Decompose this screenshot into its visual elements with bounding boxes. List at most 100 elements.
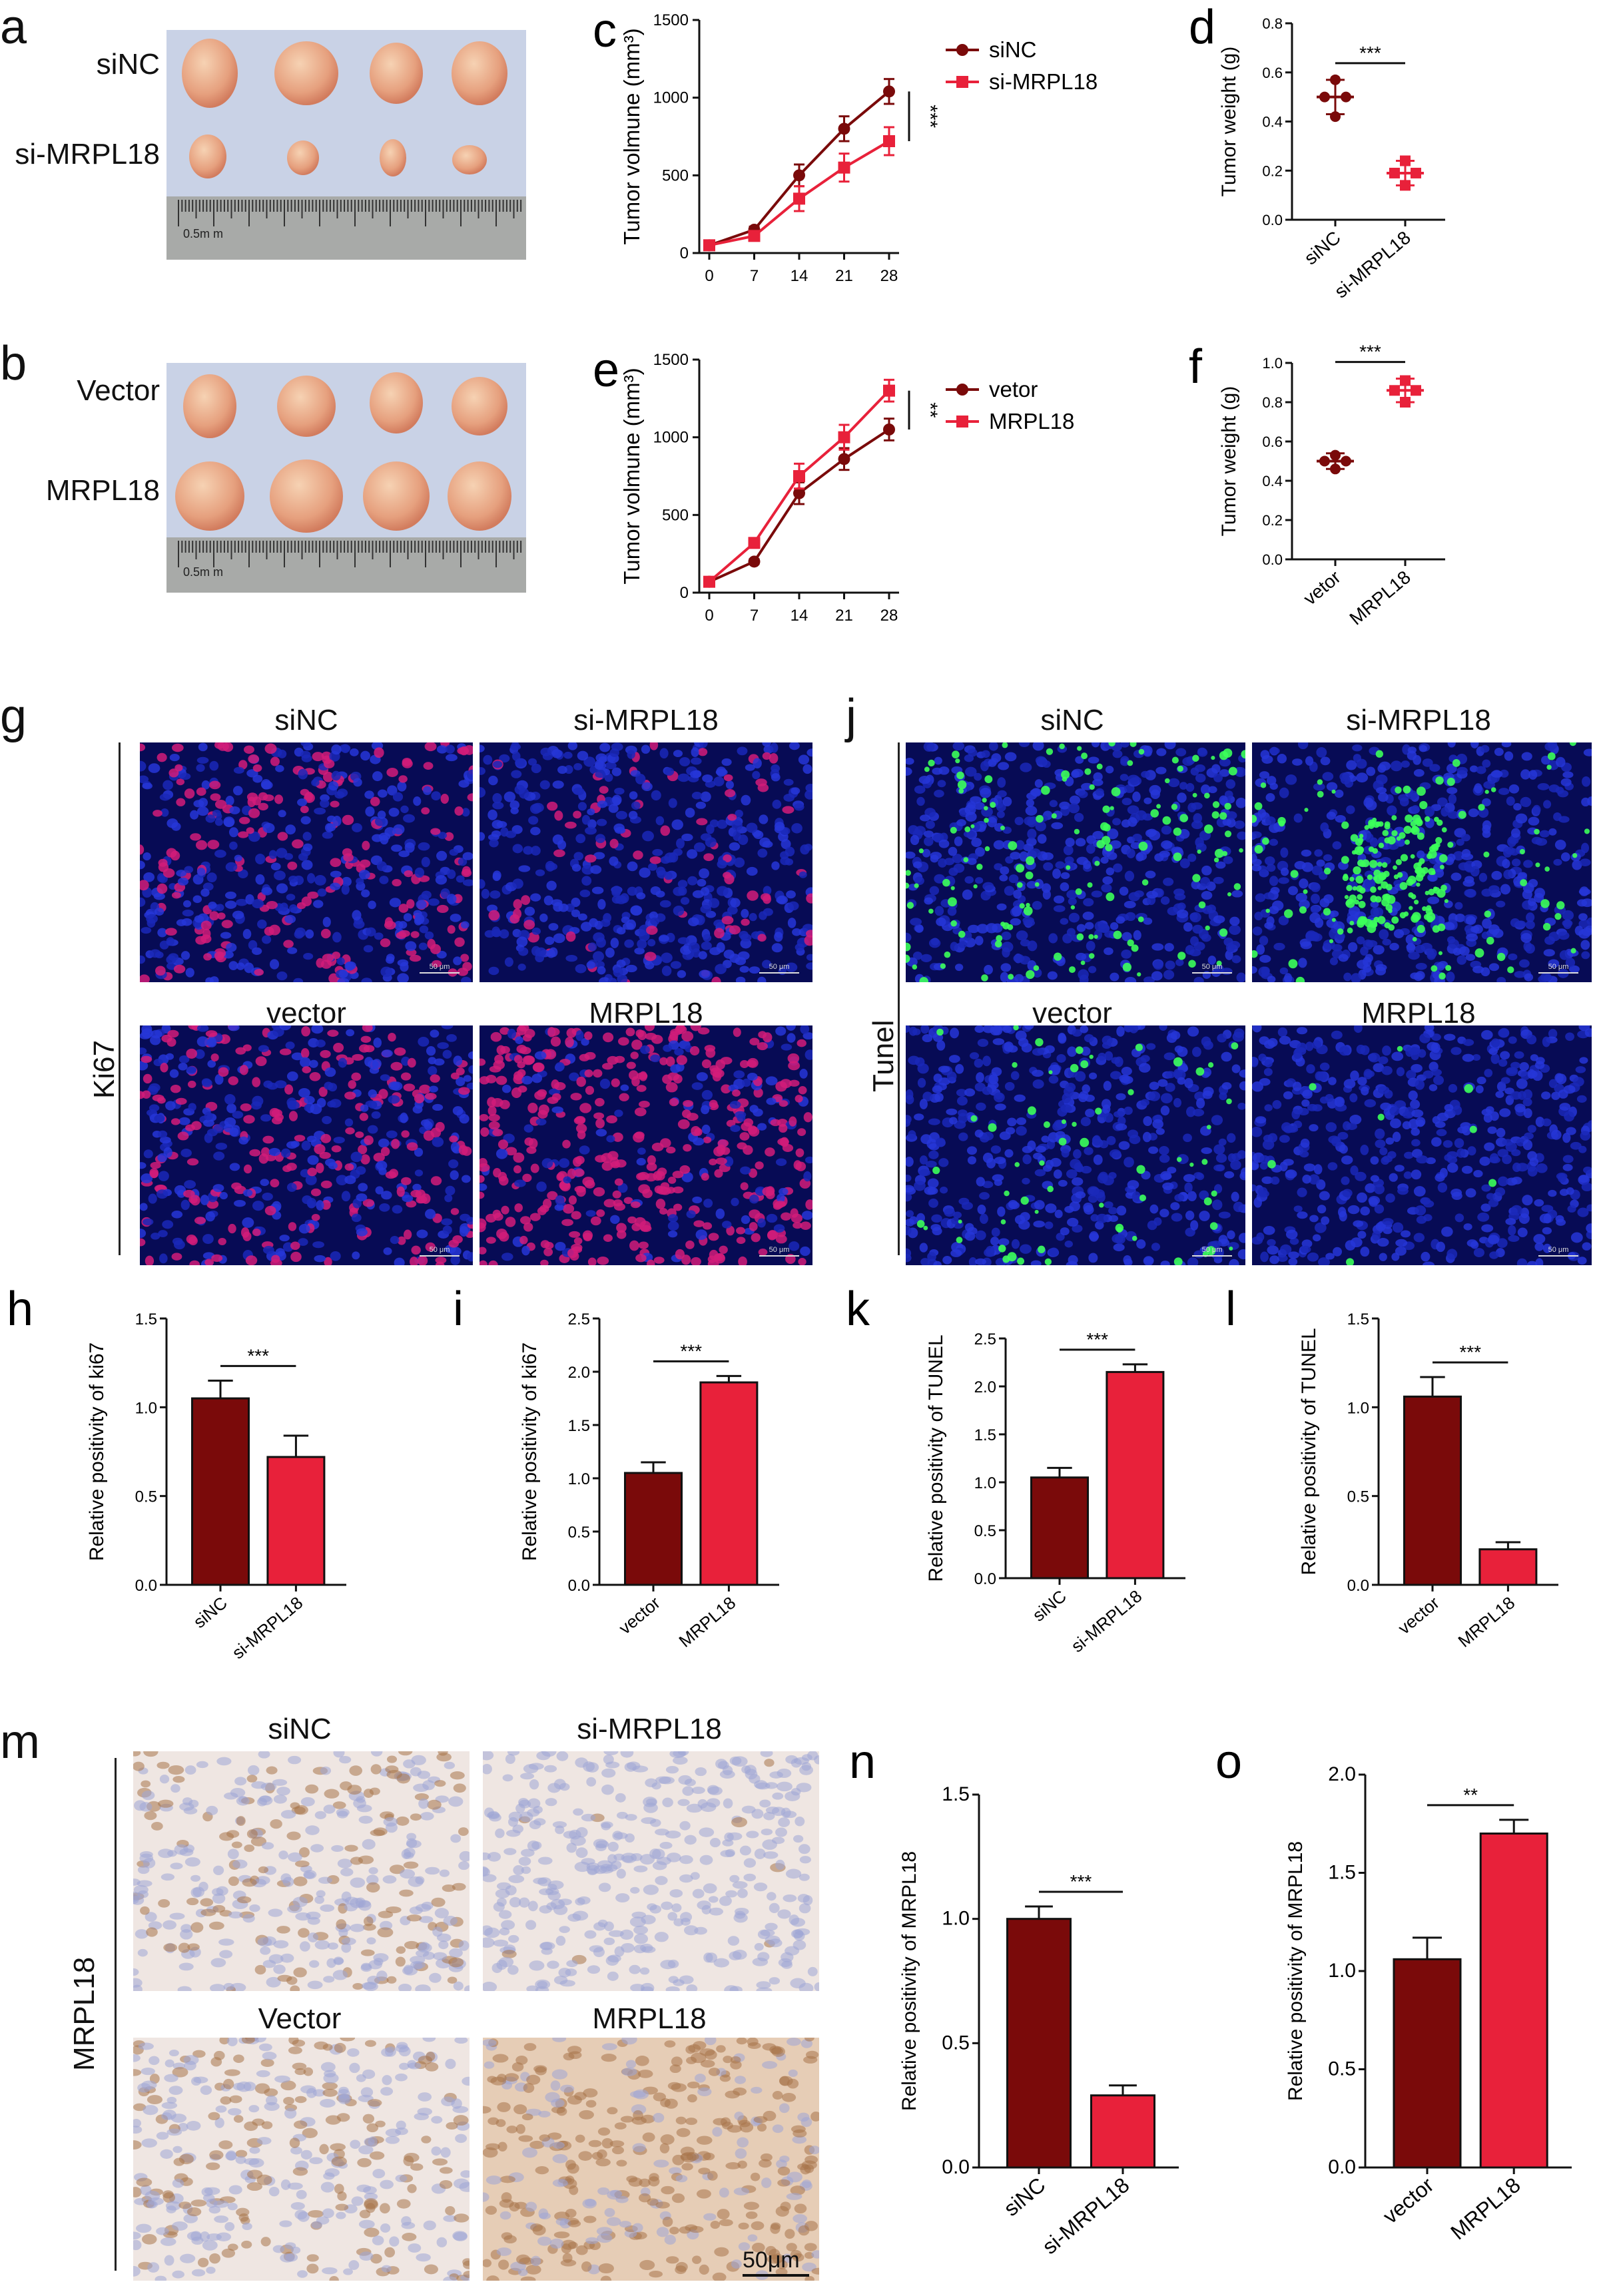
b-row-label-mrpl18: MRPL18 <box>45 474 160 507</box>
bar-siNC <box>1006 1918 1072 2169</box>
y-tick-label: 0.0 <box>1328 2156 1356 2178</box>
ihc-image-vector <box>133 2038 470 2281</box>
y-tick-label: 1.0 <box>1328 1960 1356 1982</box>
ki67-image-mrpl18: 50 μm <box>480 1025 812 1265</box>
y-tick-label: 0.0 <box>1347 1577 1369 1595</box>
a-row-label-si-mrpl18: si-MRPL18 <box>15 138 160 170</box>
panel-letter-d: d <box>1189 1 1215 54</box>
panel-letter-g: g <box>0 690 27 743</box>
bar-si-MRPL18 <box>266 1456 326 1586</box>
y-tick-label: 0.6 <box>1262 433 1283 450</box>
data-point <box>1330 74 1341 85</box>
panel-letter-h: h <box>7 1283 33 1336</box>
x-tick-label: si-MRPL18 <box>1067 1586 1145 1657</box>
legend-marker <box>956 76 968 88</box>
x-tick-label: siNC <box>1028 1586 1070 1625</box>
y-tick-label: 0.6 <box>1262 65 1283 81</box>
chart-h: h 0.0 0.5 1.0 1.5 Relative positivity of ki67… <box>7 1283 346 1663</box>
x-tick-label: vector <box>1379 2173 1439 2229</box>
y-axis-label: Relative positivity of TUNEL <box>1298 1328 1320 1575</box>
chart-d: d 0.0 0.2 0.4 0.6 0.8 Tumor weight (g) siNCsi-M… <box>1189 1 1445 302</box>
tunel-image-sinc: 50 μm <box>906 742 1245 982</box>
bar-si-MRPL18 <box>1090 2094 1155 2169</box>
ki67-image-sinc: 50 μm <box>140 742 473 982</box>
x-tick-label: 14 <box>791 607 808 625</box>
data-point <box>748 537 761 549</box>
data-point <box>1411 385 1421 396</box>
tumor-b-3 <box>370 372 423 433</box>
tumor-b-8 <box>448 461 511 531</box>
m-row2-label-vector: Vector <box>258 2002 342 2035</box>
y-tick-label: 1500 <box>653 11 689 29</box>
data-point <box>793 487 805 499</box>
y-tick-label: 1.0 <box>135 1399 157 1417</box>
panel-letter-m: m <box>0 1715 40 1769</box>
data-point <box>1400 155 1411 166</box>
positive-cells-layer <box>906 742 1245 982</box>
significance-label: ** <box>1463 1785 1478 1805</box>
y-tick-label: 1000 <box>653 429 689 447</box>
data-point <box>883 424 895 435</box>
data-point <box>793 192 805 205</box>
significance-label: *** <box>247 1345 269 1366</box>
legend-marker <box>956 44 968 56</box>
y-tick-label: 0.5 <box>1328 2058 1356 2080</box>
chart-k: k 0.0 0.5 1.0 1.5 2.0 2.5 Relative positivity o… <box>846 1283 1185 1657</box>
legend-label: MRPL18 <box>989 409 1074 433</box>
cells-layer <box>483 2038 819 2281</box>
x-tick-label: MRPL18 <box>1454 1593 1518 1651</box>
j-side-label: Tunel <box>867 1019 900 1092</box>
scale-bar-label: 50 μm <box>430 1246 450 1254</box>
y-tick-label: 2.0 <box>974 1378 996 1396</box>
x-tick-label: si-MRPL18 <box>1331 227 1415 302</box>
g-row2-label-mrpl18: MRPL18 <box>589 997 703 1029</box>
panel-letter-j: j <box>846 690 856 743</box>
y-tick-label: 0.0 <box>1262 551 1283 568</box>
j-row2-label-mrpl18: MRPL18 <box>1361 997 1476 1029</box>
nuclei-layer <box>480 1025 812 1265</box>
data-point <box>703 575 715 588</box>
legend-label: si-MRPL18 <box>989 69 1098 94</box>
panel-letter-o: o <box>1215 1735 1242 1789</box>
nuclei-layer <box>1252 742 1592 982</box>
panel-letter-c: c <box>593 4 617 57</box>
y-tick-label: 0.8 <box>1262 394 1283 411</box>
legend-marker <box>956 384 968 396</box>
tumor-a-7 <box>380 139 406 176</box>
tumor-a-8 <box>452 145 487 174</box>
bar-MRPL18 <box>699 1381 759 1586</box>
scale-bar-label: 50 μm <box>430 963 450 971</box>
y-axis-label: Relative positivity of ki67 <box>519 1342 541 1561</box>
x-tick-label: vetor <box>1299 567 1345 609</box>
g-side-label: Ki67 <box>88 1039 121 1099</box>
tunel-image-mrpl18: 50 μm <box>1252 1025 1592 1265</box>
cells-layer <box>133 2038 470 2281</box>
tumor-b-1 <box>183 374 236 438</box>
y-axis-label: Tumor weight (g) <box>1218 47 1240 197</box>
x-tick-label: 14 <box>791 267 808 285</box>
x-tick-label: 7 <box>750 607 759 625</box>
tumor-a-6 <box>287 141 319 175</box>
y-tick-label: 0.5 <box>974 1522 996 1540</box>
scale-bar-label: 50 μm <box>1202 963 1223 971</box>
y-tick-label: 0.0 <box>942 2156 970 2178</box>
data-point <box>748 230 761 242</box>
y-tick-label: 1.5 <box>1347 1310 1369 1328</box>
data-point <box>1400 397 1411 408</box>
y-tick-label: 0.5 <box>135 1488 157 1506</box>
y-axis-label: Tumor volmune (mm³) <box>619 368 644 584</box>
tumor-photo-b-art: 0.5m m <box>166 372 526 593</box>
y-tick-label: 0.5 <box>1347 1488 1369 1506</box>
tumor-a-1 <box>182 39 238 108</box>
x-tick-label: si-MRPL18 <box>1038 2173 1133 2259</box>
scale-bar-label: 50 μm <box>1548 963 1569 971</box>
tunel-image-si-mrpl18: 50 μm <box>1252 742 1592 982</box>
scale-bar-label: 50 μm <box>769 963 790 971</box>
chart-f: f 0.0 0.2 0.4 0.6 0.8 1.0 Tumor weight (g) vetor… <box>1189 340 1445 629</box>
x-tick-label: MRPL18 <box>1345 567 1414 629</box>
x-tick-label: 0 <box>705 267 713 285</box>
cells-layer <box>483 1751 819 1991</box>
b-row-label-vector: Vector <box>77 374 160 407</box>
data-point <box>1389 385 1400 396</box>
data-point <box>1389 167 1400 178</box>
